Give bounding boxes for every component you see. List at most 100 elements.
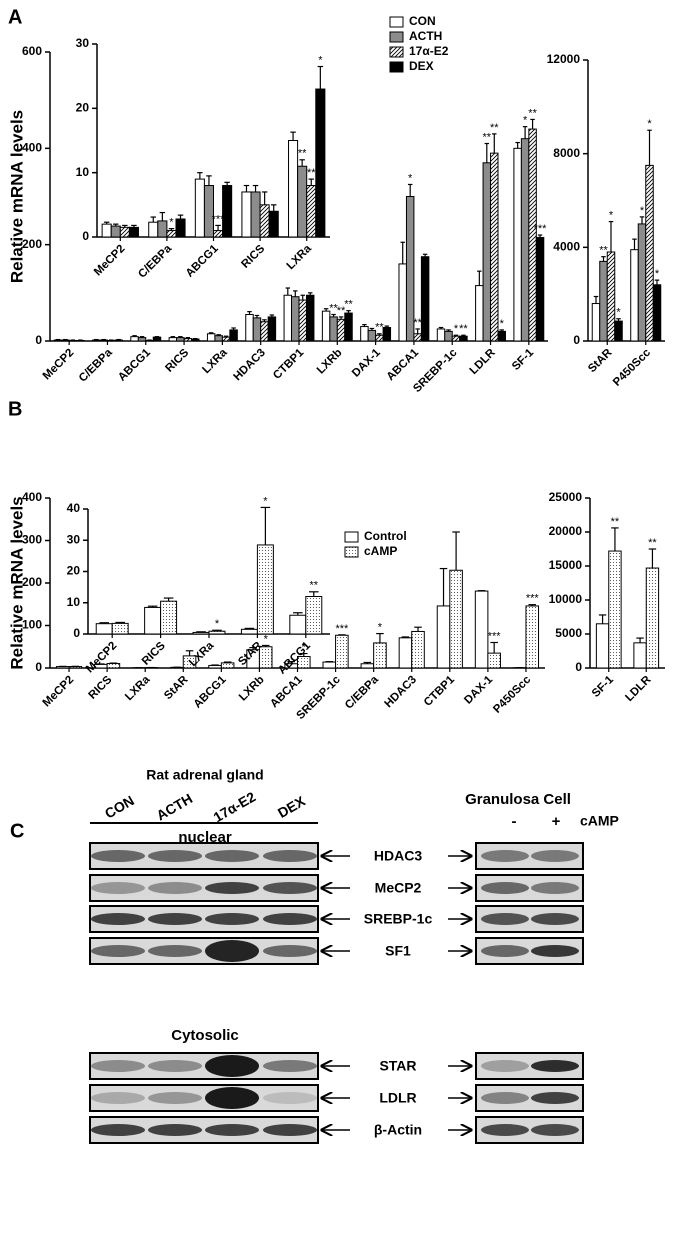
x-tick-label: MeCP2 xyxy=(41,674,77,710)
lane-label: DEX xyxy=(275,792,309,821)
bar xyxy=(289,614,307,635)
bar xyxy=(130,336,139,342)
panel-label: B xyxy=(8,398,22,420)
bar xyxy=(482,162,492,342)
bar xyxy=(101,223,112,238)
x-tick-label: C/EBPa xyxy=(136,242,174,280)
band xyxy=(148,1092,202,1104)
significance-mark: * xyxy=(169,217,174,229)
x-tick-label: ABCG1 xyxy=(184,242,221,279)
bar xyxy=(106,663,121,669)
band xyxy=(91,882,145,894)
bar xyxy=(321,310,331,342)
x-tick-label: C/EBPa xyxy=(77,346,115,384)
bar xyxy=(214,335,223,342)
bar xyxy=(148,221,159,238)
bar xyxy=(630,249,639,342)
band xyxy=(481,850,529,862)
significance-mark: * xyxy=(640,205,645,217)
x-tick-label: ABCA1 xyxy=(385,346,422,383)
y-tick-label: 400 xyxy=(22,490,42,504)
band xyxy=(91,850,145,862)
y-tick-label: 5000 xyxy=(555,626,582,640)
significance-mark: *** xyxy=(526,593,540,605)
x-tick-label: SF-1 xyxy=(590,673,617,700)
protein-label: STAR xyxy=(379,1058,416,1074)
bar xyxy=(459,335,468,342)
bar xyxy=(336,318,346,342)
band xyxy=(531,850,579,862)
band xyxy=(205,913,259,925)
band xyxy=(481,1060,529,1072)
significance-mark: ** xyxy=(483,131,492,143)
bar xyxy=(61,339,70,342)
significance-mark: ** xyxy=(648,537,657,549)
bar xyxy=(591,303,601,342)
bar xyxy=(166,230,177,238)
x-tick-label: RICS xyxy=(86,674,114,702)
y-tick-label: 10000 xyxy=(549,592,583,606)
bar xyxy=(160,600,178,635)
bar xyxy=(283,294,293,342)
significance-mark: ** xyxy=(344,299,353,311)
significance-mark: ** xyxy=(375,322,384,334)
band xyxy=(263,882,317,894)
significance-mark: * xyxy=(264,633,269,645)
significance-mark: *** xyxy=(335,623,349,635)
blot-strip xyxy=(89,1084,319,1112)
legend-swatch xyxy=(389,31,404,43)
bar xyxy=(206,333,216,342)
x-tick-label: SF-1 xyxy=(510,346,537,373)
bar xyxy=(305,294,315,342)
bar xyxy=(208,630,226,635)
band xyxy=(91,945,145,957)
x-tick-label: RICS xyxy=(140,640,168,668)
bar xyxy=(288,140,299,238)
band xyxy=(148,945,202,957)
bar xyxy=(329,316,338,342)
x-tick-label: MeCP2 xyxy=(84,640,120,676)
bar xyxy=(111,622,129,635)
band xyxy=(205,850,259,862)
band xyxy=(91,1060,145,1072)
bar xyxy=(449,569,463,669)
y-tick-label: 0 xyxy=(82,229,89,243)
protein-label: LDLR xyxy=(379,1090,416,1106)
significance-mark: *** xyxy=(534,223,548,235)
panel-label: A xyxy=(8,6,22,28)
x-tick-label: MeCP2 xyxy=(41,347,77,383)
bar xyxy=(222,185,233,238)
significance-mark: * xyxy=(215,618,220,630)
band xyxy=(481,882,529,894)
significance-mark: ** xyxy=(307,167,316,179)
band xyxy=(148,882,202,894)
band xyxy=(91,913,145,925)
bar xyxy=(144,606,162,635)
x-tick-label: LDLR xyxy=(623,673,654,704)
significance-mark: * xyxy=(302,641,307,653)
bar xyxy=(606,251,616,342)
significance-mark: * xyxy=(408,172,413,184)
significance-mark: * xyxy=(500,318,505,330)
bar xyxy=(183,338,193,342)
bar xyxy=(220,662,235,669)
band xyxy=(148,1060,202,1072)
bar xyxy=(322,661,337,669)
bar xyxy=(298,299,307,342)
y-tick-label: 100 xyxy=(22,618,42,632)
bar xyxy=(413,333,422,342)
band xyxy=(263,945,317,957)
band xyxy=(205,882,259,894)
bar xyxy=(645,164,654,342)
band xyxy=(531,913,579,925)
legend-swatch xyxy=(389,46,404,58)
bar xyxy=(252,317,262,342)
x-tick-label: DAX-1 xyxy=(462,673,495,706)
y-tick-label: 200 xyxy=(22,237,42,251)
bar xyxy=(451,335,461,342)
significance-mark: *** xyxy=(488,630,502,642)
y-tick-label: 12000 xyxy=(547,52,581,66)
significance-mark: ** xyxy=(413,317,422,329)
bar xyxy=(213,230,224,238)
